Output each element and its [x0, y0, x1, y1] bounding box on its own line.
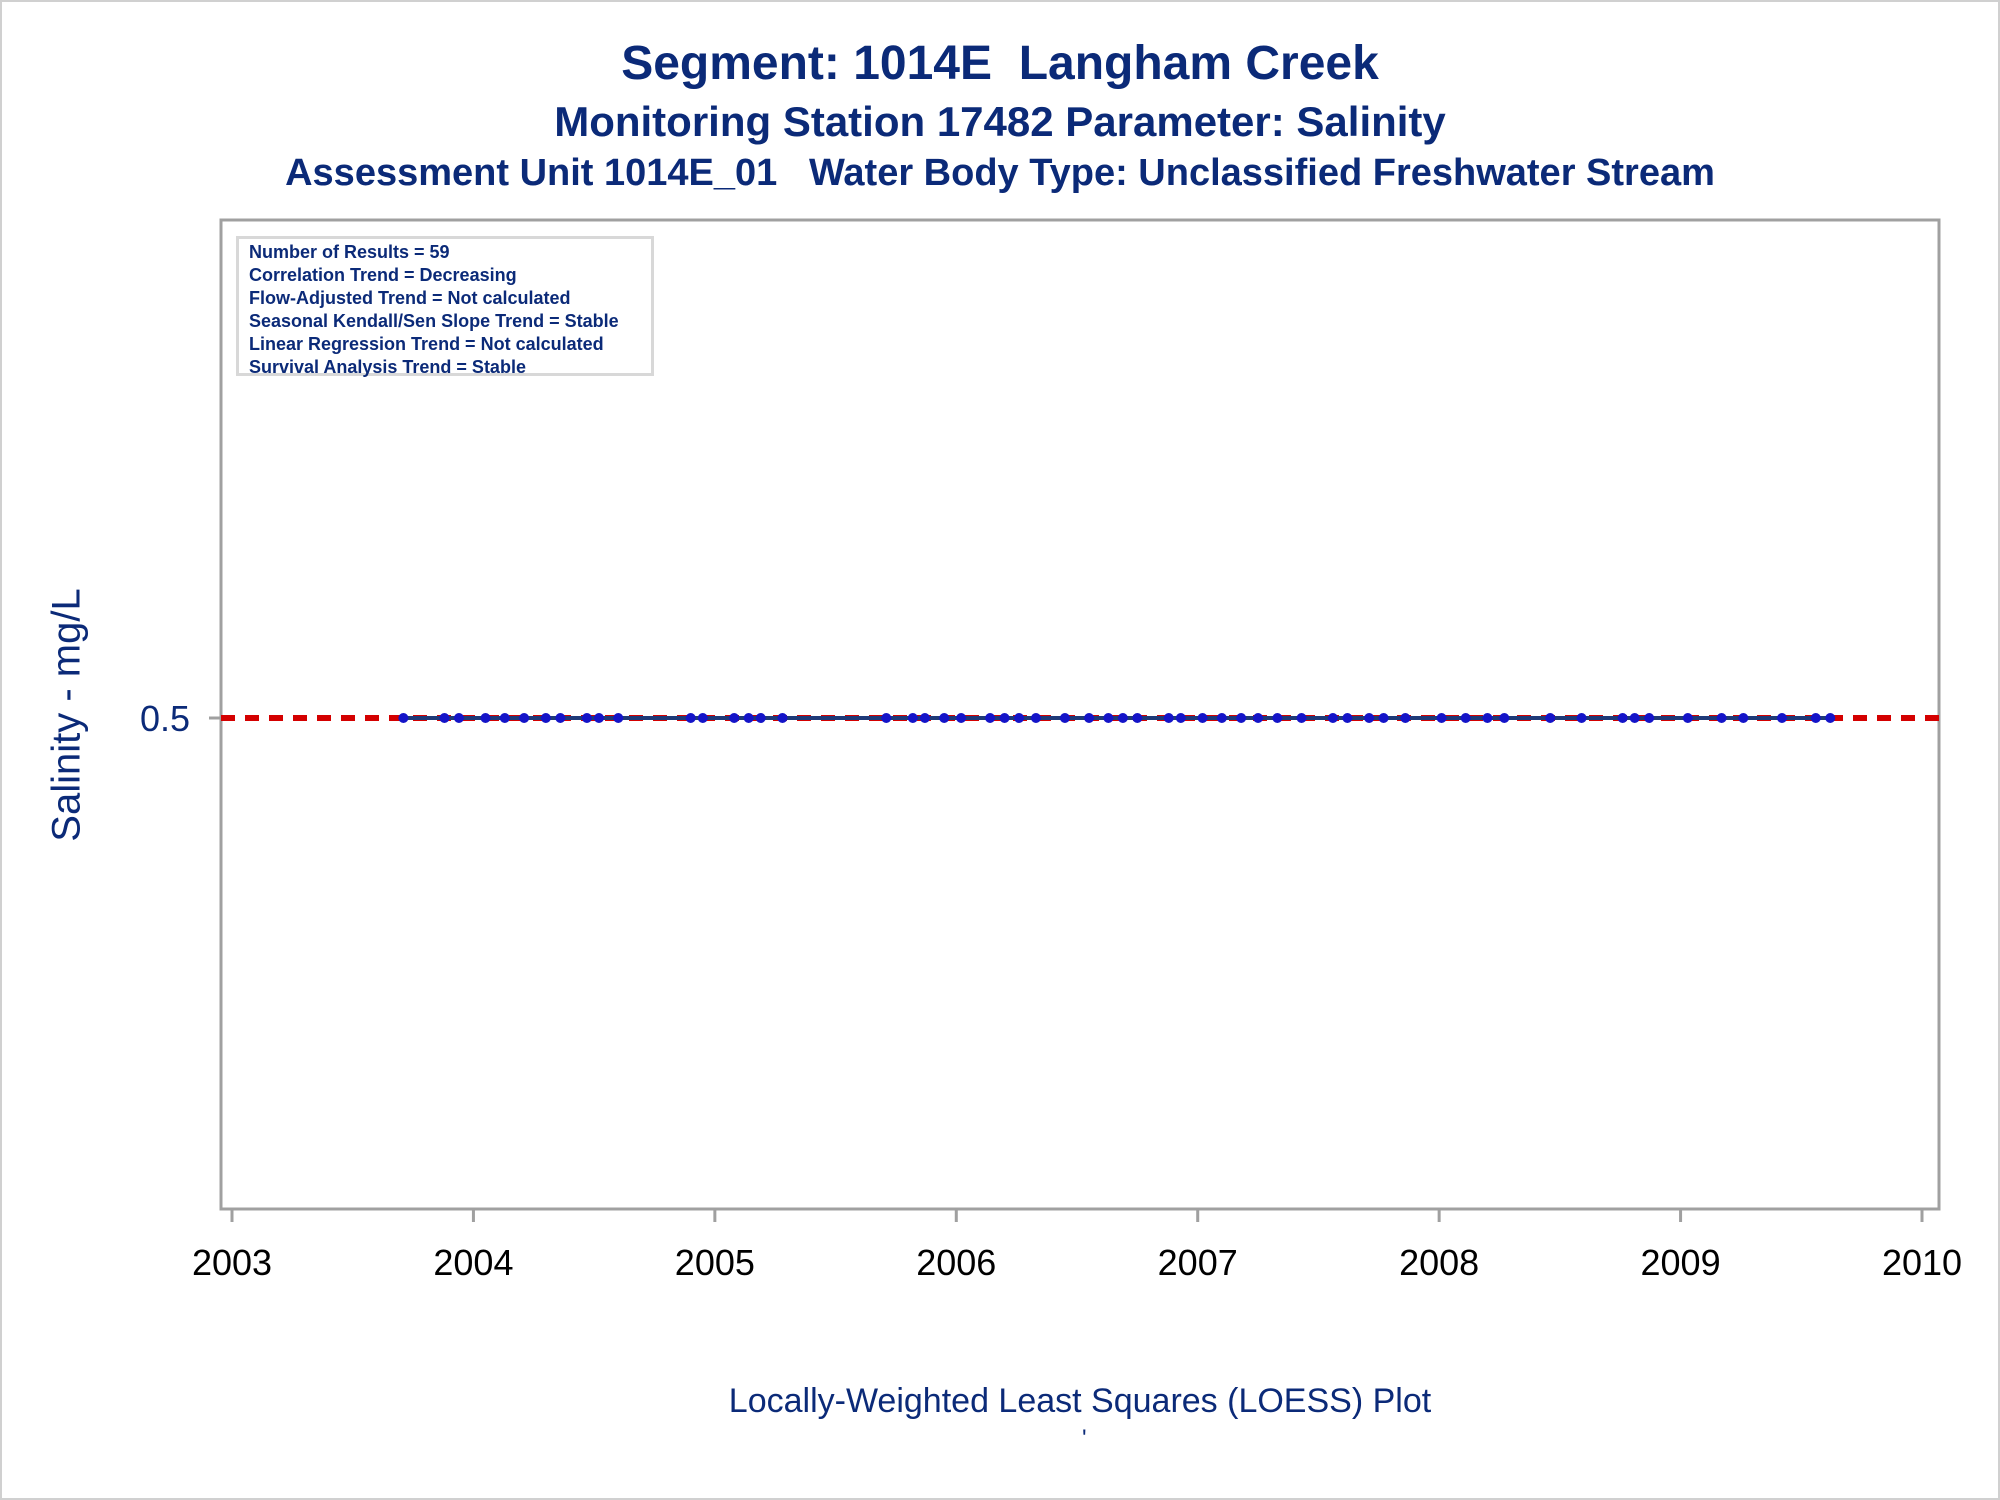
data-point: [593, 713, 604, 723]
data-point: [1175, 713, 1186, 723]
data-point: [1644, 713, 1655, 723]
data-point: [1132, 713, 1143, 723]
data-point: [685, 713, 696, 723]
x-axis: 2003 2004 2005 2006 2007 2008 2009 2010: [192, 1209, 1962, 1283]
data-point: [956, 713, 967, 723]
data-point: [1482, 713, 1493, 723]
data-point: [1378, 713, 1389, 723]
data-point: [1825, 713, 1836, 723]
data-point: [743, 713, 754, 723]
data-point: [555, 713, 566, 723]
stat-seasonal-kendall-trend: Seasonal Kendall/Sen Slope Trend = Stabl…: [249, 311, 619, 331]
data-point: [1014, 713, 1025, 723]
data-point: [697, 713, 708, 723]
data-point: [453, 713, 464, 723]
data-point: [1576, 713, 1587, 723]
data-point: [1216, 713, 1227, 723]
x-tick-label: 2007: [1158, 1242, 1238, 1283]
footnote: Locally-Weighted Least Squares (LOESS) P…: [728, 1382, 1432, 1420]
data-point: [540, 713, 551, 723]
data-point: [939, 713, 950, 723]
data-point: [1163, 713, 1174, 723]
data-point: [1738, 713, 1749, 723]
data-point: [519, 713, 530, 723]
data-point: [985, 713, 996, 723]
stat-number-of-results: Number of Results = 59: [249, 242, 450, 262]
data-point: [1436, 713, 1447, 723]
data-point: [1327, 713, 1338, 723]
stat-survival-analysis-trend: Survival Analysis Trend = Stable: [249, 357, 526, 377]
data-point: [1400, 713, 1411, 723]
data-point: [1499, 713, 1510, 723]
data-point: [1117, 713, 1128, 723]
data-point: [881, 713, 892, 723]
data-point: [919, 713, 930, 723]
x-tick-label: 2006: [916, 1242, 996, 1283]
x-tick-label: 2005: [675, 1242, 755, 1283]
data-point: [1059, 713, 1070, 723]
data-point: [1296, 713, 1307, 723]
data-point: [1272, 713, 1283, 723]
footnote-mark: ': [1082, 1425, 1087, 1452]
data-point: [398, 713, 409, 723]
data-point: [1810, 713, 1821, 723]
data-point: [1629, 713, 1640, 723]
data-point: [1682, 713, 1693, 723]
data-point: [1253, 713, 1264, 723]
data-points: [398, 713, 1836, 723]
y-tick-label: 0.5: [140, 698, 190, 739]
stat-correlation-trend: Correlation Trend = Decreasing: [249, 265, 517, 285]
data-point: [1084, 713, 1095, 723]
x-tick-label: 2004: [433, 1242, 513, 1283]
data-point: [1776, 713, 1787, 723]
data-point: [581, 713, 592, 723]
x-tick-label: 2003: [192, 1242, 272, 1283]
data-point: [729, 713, 740, 723]
x-tick-label: 2008: [1399, 1242, 1479, 1283]
y-axis: 0.5: [140, 698, 221, 739]
data-point: [999, 713, 1010, 723]
chart-subtitle-assessment: Assessment Unit 1014E_01 Water Body Type…: [285, 152, 1715, 194]
stat-linear-regression-trend: Linear Regression Trend = Not calculated: [249, 334, 604, 354]
statistics-legend: Number of Results = 59 Correlation Trend…: [236, 236, 654, 377]
data-point: [1545, 713, 1556, 723]
data-point: [613, 713, 624, 723]
data-point: [1460, 713, 1471, 723]
y-axis-label: Salinity - mg/L: [44, 588, 89, 842]
stat-flow-adjusted-trend: Flow-Adjusted Trend = Not calculated: [249, 288, 571, 308]
data-point: [1236, 713, 1247, 723]
data-point: [1030, 713, 1041, 723]
data-point: [907, 713, 918, 723]
data-point: [1197, 713, 1208, 723]
data-point: [1617, 713, 1628, 723]
chart-title: Segment: 1014E Langham Creek: [621, 37, 1379, 90]
data-point: [777, 713, 788, 723]
data-point: [1716, 713, 1727, 723]
data-point: [1103, 713, 1114, 723]
data-point: [480, 713, 491, 723]
data-point: [439, 713, 450, 723]
data-point: [1364, 713, 1375, 723]
chart-subtitle-station: Monitoring Station 17482 Parameter: Sali…: [554, 98, 1446, 145]
data-point: [755, 713, 766, 723]
x-tick-label: 2009: [1641, 1242, 1721, 1283]
data-point: [499, 713, 510, 723]
x-tick-label: 2010: [1882, 1242, 1962, 1283]
data-point: [1342, 713, 1353, 723]
